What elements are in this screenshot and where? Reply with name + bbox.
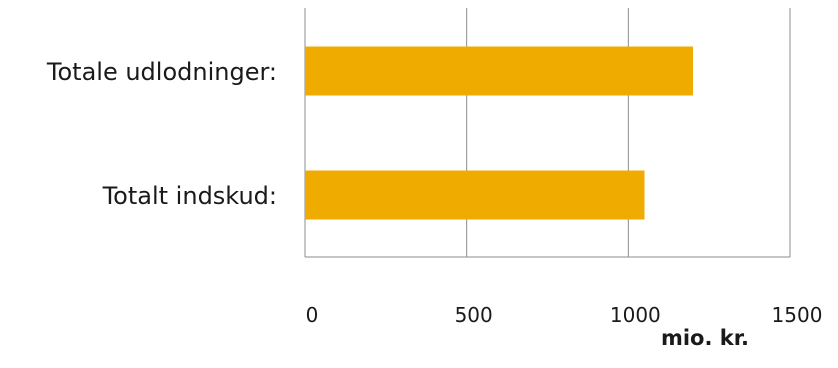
bar-1 [305,170,645,220]
x-tick-label: 500 [455,303,493,327]
category-label: Totalt indskud: [102,182,277,210]
x-tick-labels: 0 500 1000 1500 [306,303,823,327]
x-axis-label: mio. kr. [661,326,749,350]
x-tick-label: 0 [306,303,319,327]
bars [305,46,693,220]
category-labels: Totale udlodninger: Totalt indskud: [46,58,277,210]
grid-lines [304,8,791,258]
category-label: Totale udlodninger: [46,58,277,86]
bar-0 [305,46,693,96]
x-tick-label: 1000 [610,303,661,327]
x-tick-label: 1500 [772,303,823,327]
